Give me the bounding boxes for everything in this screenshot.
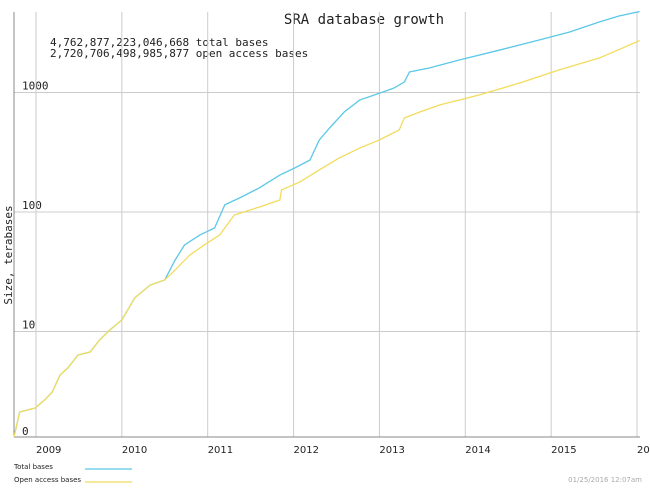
chart-title: SRA database growth bbox=[284, 12, 444, 28]
y-tick-label: 10 bbox=[22, 319, 35, 332]
x-tick-label: 2009 bbox=[36, 445, 61, 456]
annotation: 4,762,877,223,046,668 total bases bbox=[50, 36, 269, 49]
x-tick-label: 2013 bbox=[379, 445, 404, 456]
y-axis-label: Size, terabases bbox=[2, 205, 15, 304]
x-tick-label: 2012 bbox=[294, 445, 319, 456]
x-tick-label: 2015 bbox=[551, 445, 576, 456]
y-axis-bottom-label: 0 bbox=[22, 425, 29, 438]
x-tick-label: 2016 bbox=[637, 445, 650, 456]
series-line bbox=[13, 40, 640, 438]
y-tick-label: 100 bbox=[22, 199, 42, 212]
legend-label: Open access bases bbox=[14, 476, 81, 484]
x-tick-label: 2011 bbox=[208, 445, 233, 456]
x-tick-label: 2014 bbox=[465, 445, 490, 456]
footer: 01/25/2016 12:07am bbox=[568, 476, 642, 484]
legend-label: Total bases bbox=[13, 463, 53, 471]
y-tick-label: 1000 bbox=[22, 80, 49, 93]
x-tick-label: 2010 bbox=[122, 445, 147, 456]
annotation: 2,720,706,498,985,877 open access bases bbox=[50, 47, 308, 60]
